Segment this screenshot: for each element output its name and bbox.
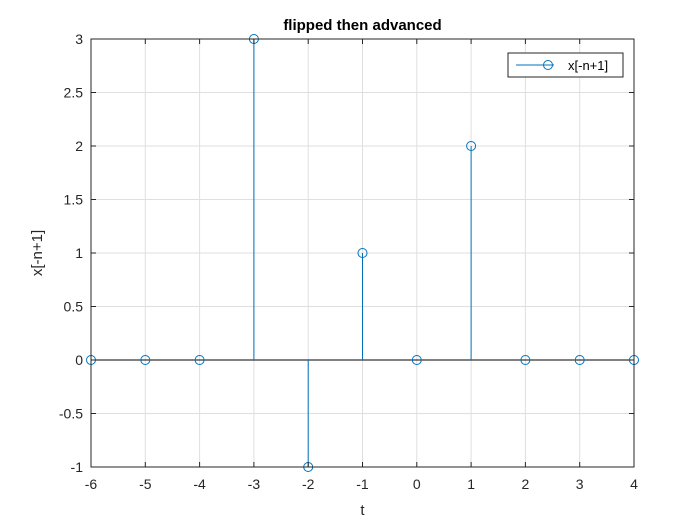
legend-entry: x[-n+1] — [568, 58, 608, 73]
x-tick-label: 3 — [576, 476, 584, 492]
stem-marker — [411, 355, 422, 365]
y-ticks: -1 -0.5 0 0.5 1 1.5 2 2.5 3 — [59, 31, 634, 475]
x-tick-label: -5 — [139, 476, 152, 492]
x-tick-label: -4 — [193, 476, 206, 492]
y-tick-label: -0.5 — [59, 406, 83, 422]
x-tick-label: 0 — [413, 476, 421, 492]
x-tick-label: 4 — [630, 476, 638, 492]
x-ticks: -6 -5 -4 -3 -2 -1 0 1 2 3 4 — [85, 39, 638, 492]
y-tick-label: 3 — [75, 31, 83, 47]
x-tick-label: -2 — [302, 476, 315, 492]
stem-marker — [574, 355, 585, 365]
legend-circle-marker — [543, 60, 553, 70]
stem-marker — [140, 355, 151, 365]
y-axis-label: x[-n+1] — [29, 230, 46, 276]
y-tick-label: 2.5 — [64, 85, 84, 101]
stem-marker — [466, 141, 477, 151]
stem-marker — [194, 355, 205, 365]
y-tick-label: 0.5 — [64, 299, 84, 315]
stem-marker — [357, 248, 368, 258]
x-axis-label: t — [360, 502, 365, 519]
y-tick-label: 1.5 — [64, 192, 84, 208]
x-tick-label: -6 — [85, 476, 98, 492]
y-tick-label: 0 — [75, 352, 83, 368]
y-tick-label: 2 — [75, 138, 83, 154]
y-tick-label: 1 — [75, 245, 83, 261]
x-tick-label: -3 — [248, 476, 261, 492]
stem-marker — [520, 355, 531, 365]
legend: x[-n+1] — [507, 52, 624, 78]
x-tick-label: 1 — [467, 476, 475, 492]
stems — [86, 34, 639, 472]
x-tick-label: -1 — [356, 476, 369, 492]
y-tick-label: -1 — [71, 459, 84, 475]
x-tick-label: 2 — [522, 476, 530, 492]
chart-title: flipped then advanced — [283, 17, 441, 34]
